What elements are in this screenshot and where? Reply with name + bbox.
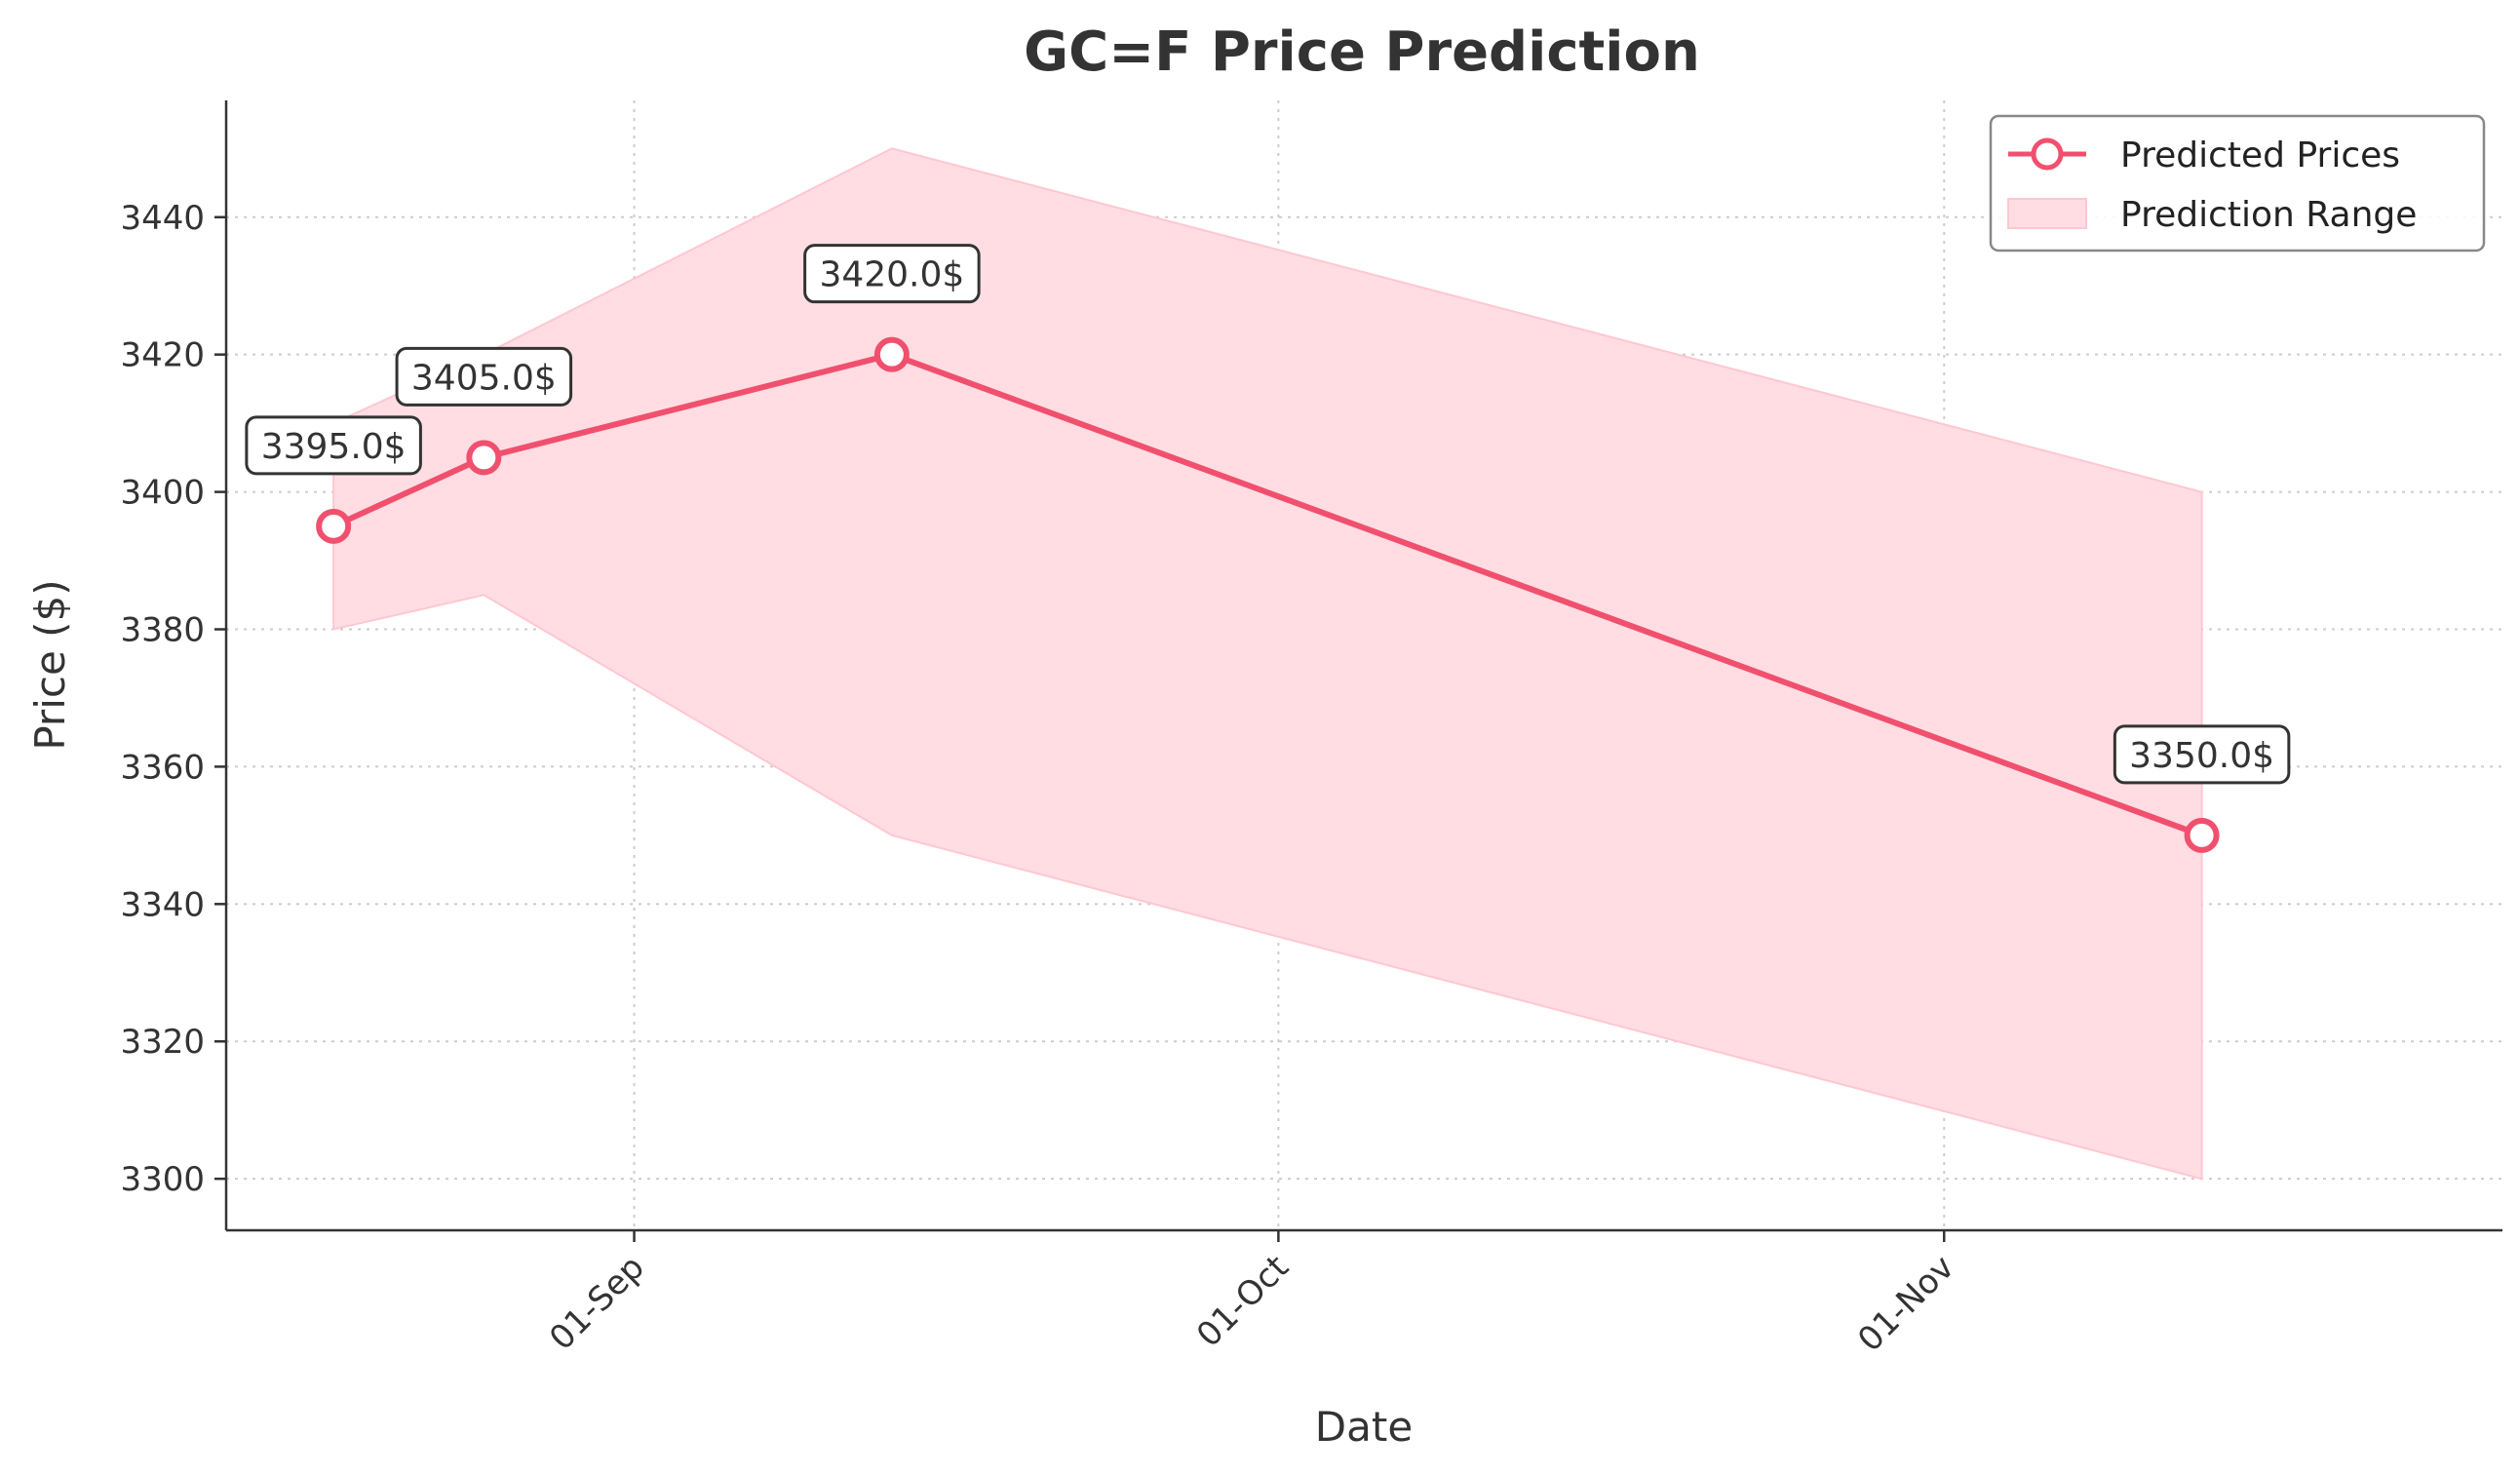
x-tick-label: 01-Sep	[542, 1248, 652, 1358]
y-tick-label: 3400	[120, 474, 205, 513]
data-label: 3350.0$	[2129, 736, 2274, 776]
data-label-box	[803, 244, 981, 304]
legend: Predicted Prices Prediction Range	[1989, 114, 2486, 252]
data-label: 3395.0$	[261, 427, 407, 467]
y-tick-label: 3320	[120, 1023, 205, 1062]
data-label: 3405.0$	[411, 358, 557, 398]
y-tick-label: 3360	[120, 748, 205, 787]
x-tick-label: 01-Nov	[1850, 1248, 1961, 1359]
x-tick-label: 01-Oct	[1189, 1248, 1297, 1355]
legend-predicted-prices: Predicted Prices	[2120, 136, 2400, 175]
prediction-range-area	[332, 147, 2203, 1181]
data-point-marker	[873, 336, 910, 372]
legend-prediction-range: Prediction Range	[2120, 195, 2417, 235]
prediction-range-band	[332, 147, 2203, 1181]
y-tick-label: 3340	[120, 885, 205, 924]
predicted-prices-series	[316, 336, 2220, 853]
data-label-box	[245, 415, 422, 476]
data-label-box	[2113, 724, 2291, 785]
data-labels: 3395.0$3405.0$ 3420.0$ 3350.0$	[245, 244, 2291, 785]
y-tick-label: 3300	[120, 1160, 205, 1199]
y-tick-label: 3440	[120, 199, 205, 238]
predicted-prices-line	[331, 351, 2203, 838]
y-tick-label: 3420	[120, 336, 205, 375]
legend-marker-swatch	[2031, 137, 2064, 171]
data-label-box	[395, 346, 573, 407]
data-point-marker	[316, 508, 352, 544]
y-axis-label: Price ($)	[26, 579, 74, 750]
legend-frame	[1989, 114, 2486, 252]
y-tick-label: 3380	[120, 611, 205, 650]
chart-title: GC=F Price Prediction	[1024, 20, 1700, 84]
data-point-marker	[466, 440, 502, 476]
legend-range-swatch	[2007, 198, 2087, 229]
data-point-marker	[2184, 817, 2220, 853]
data-label: 3420.0$	[819, 255, 964, 295]
x-axis-label: Date	[1315, 1403, 1413, 1451]
